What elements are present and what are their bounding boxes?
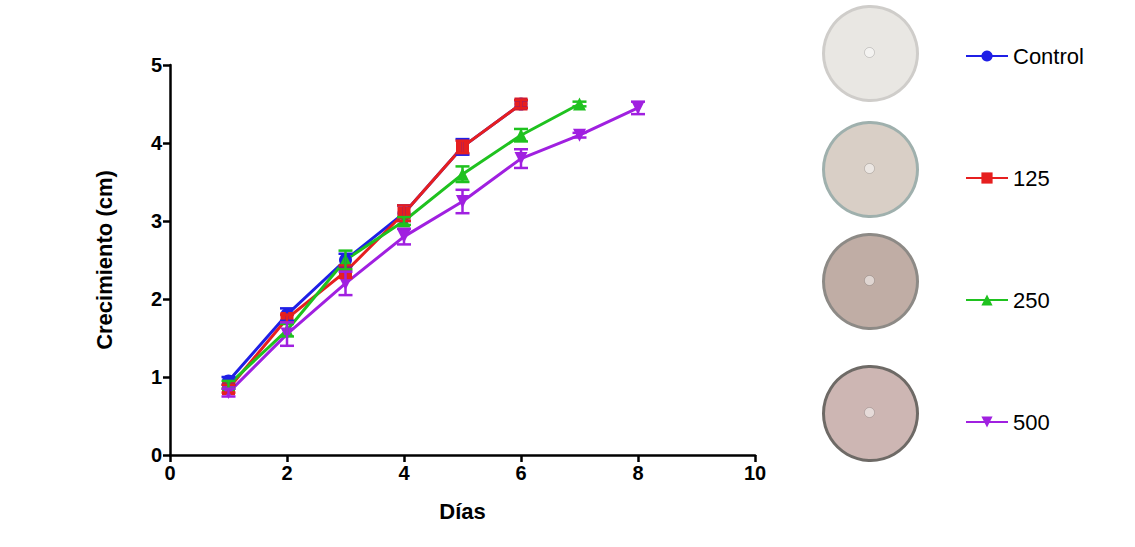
svg-text:2: 2	[281, 462, 292, 484]
svg-text:2: 2	[151, 288, 162, 310]
svg-text:Crecimiento (cm): Crecimiento (cm)	[92, 170, 117, 350]
svg-text:0: 0	[164, 462, 175, 484]
svg-text:250: 250	[1013, 288, 1050, 313]
svg-text:4: 4	[151, 132, 163, 154]
svg-text:500: 500	[1013, 410, 1050, 435]
svg-text:3: 3	[151, 210, 162, 232]
svg-text:0: 0	[151, 444, 162, 466]
svg-text:125: 125	[1013, 166, 1050, 191]
svg-text:8: 8	[632, 462, 643, 484]
svg-text:Control: Control	[1013, 44, 1084, 69]
svg-text:10: 10	[744, 462, 766, 484]
svg-text:Días: Días	[439, 499, 485, 524]
svg-text:5: 5	[151, 54, 162, 76]
svg-text:1: 1	[151, 366, 162, 388]
svg-text:6: 6	[515, 462, 526, 484]
svg-text:4: 4	[398, 462, 410, 484]
